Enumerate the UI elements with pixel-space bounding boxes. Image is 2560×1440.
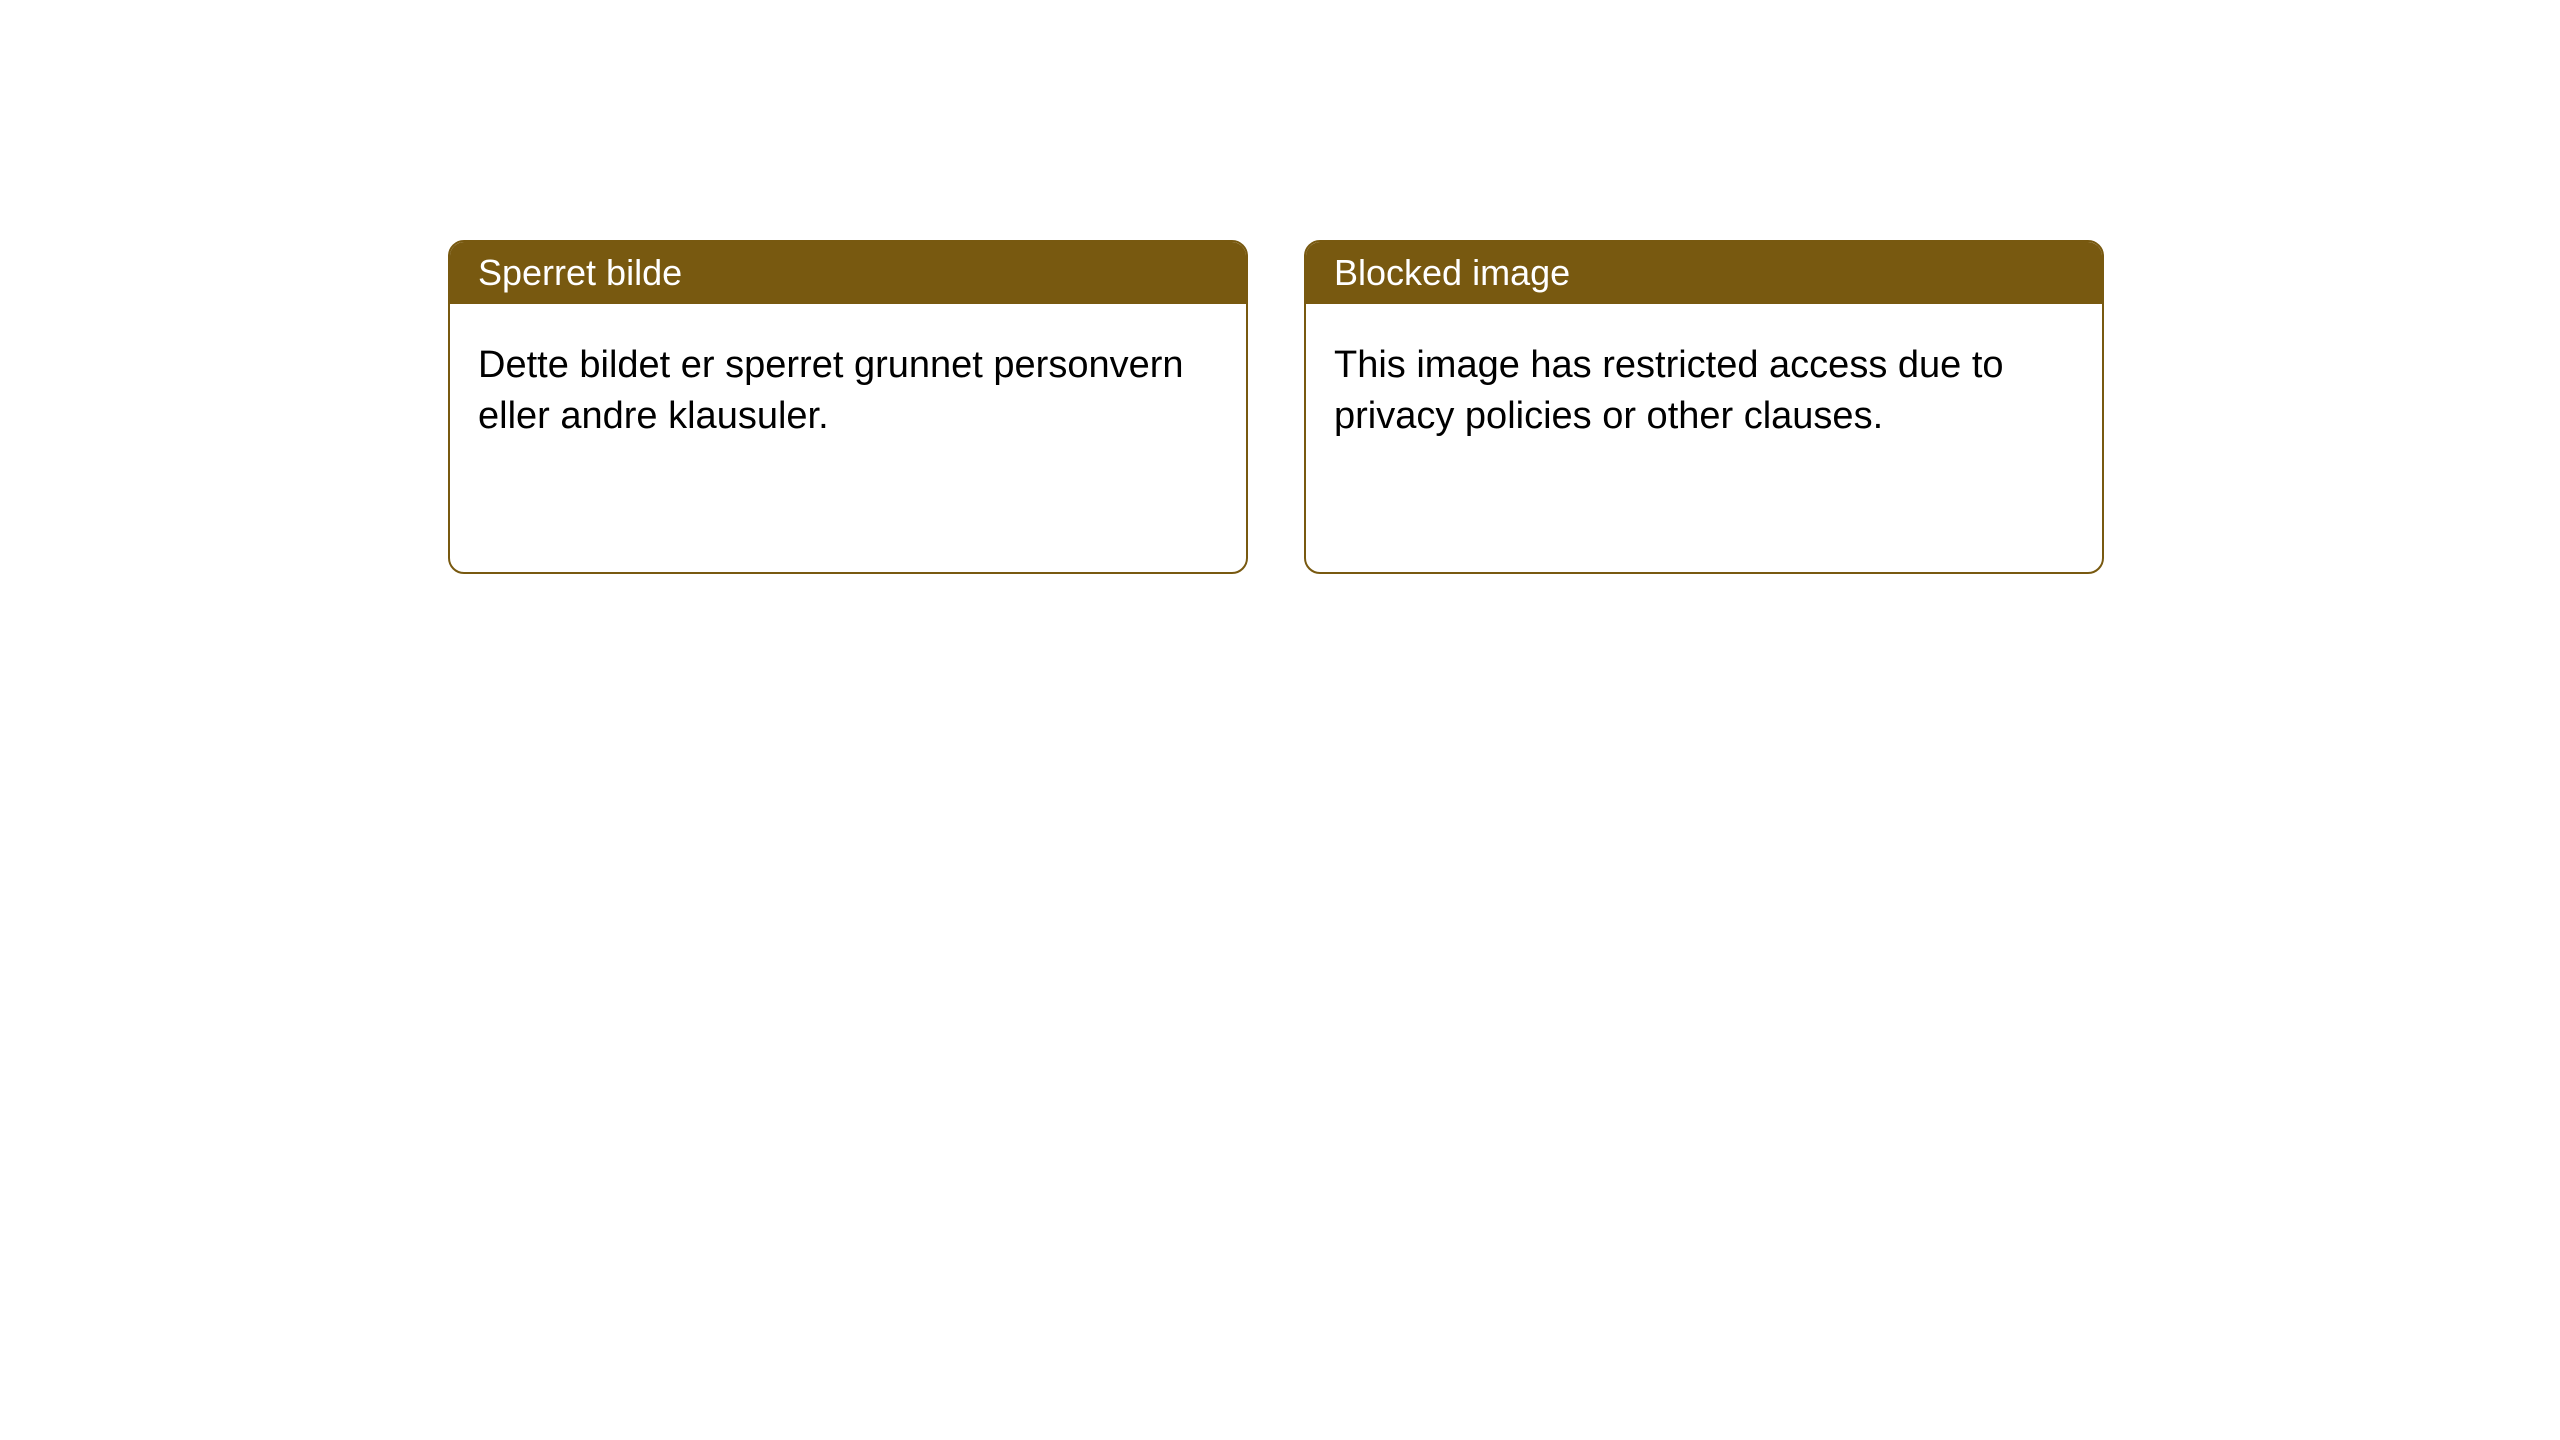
notice-title: Blocked image <box>1334 252 1570 293</box>
notice-body-text: Dette bildet er sperret grunnet personve… <box>478 344 1184 437</box>
notice-card-norwegian: Sperret bilde Dette bildet er sperret gr… <box>448 240 1248 574</box>
notice-title: Sperret bilde <box>478 252 682 293</box>
notice-card-body: This image has restricted access due to … <box>1306 304 2102 479</box>
notice-card-body: Dette bildet er sperret grunnet personve… <box>450 304 1246 479</box>
notice-card-header: Sperret bilde <box>450 242 1246 304</box>
notice-container: Sperret bilde Dette bildet er sperret gr… <box>0 0 2560 574</box>
notice-body-text: This image has restricted access due to … <box>1334 344 2004 437</box>
notice-card-header: Blocked image <box>1306 242 2102 304</box>
notice-card-english: Blocked image This image has restricted … <box>1304 240 2104 574</box>
